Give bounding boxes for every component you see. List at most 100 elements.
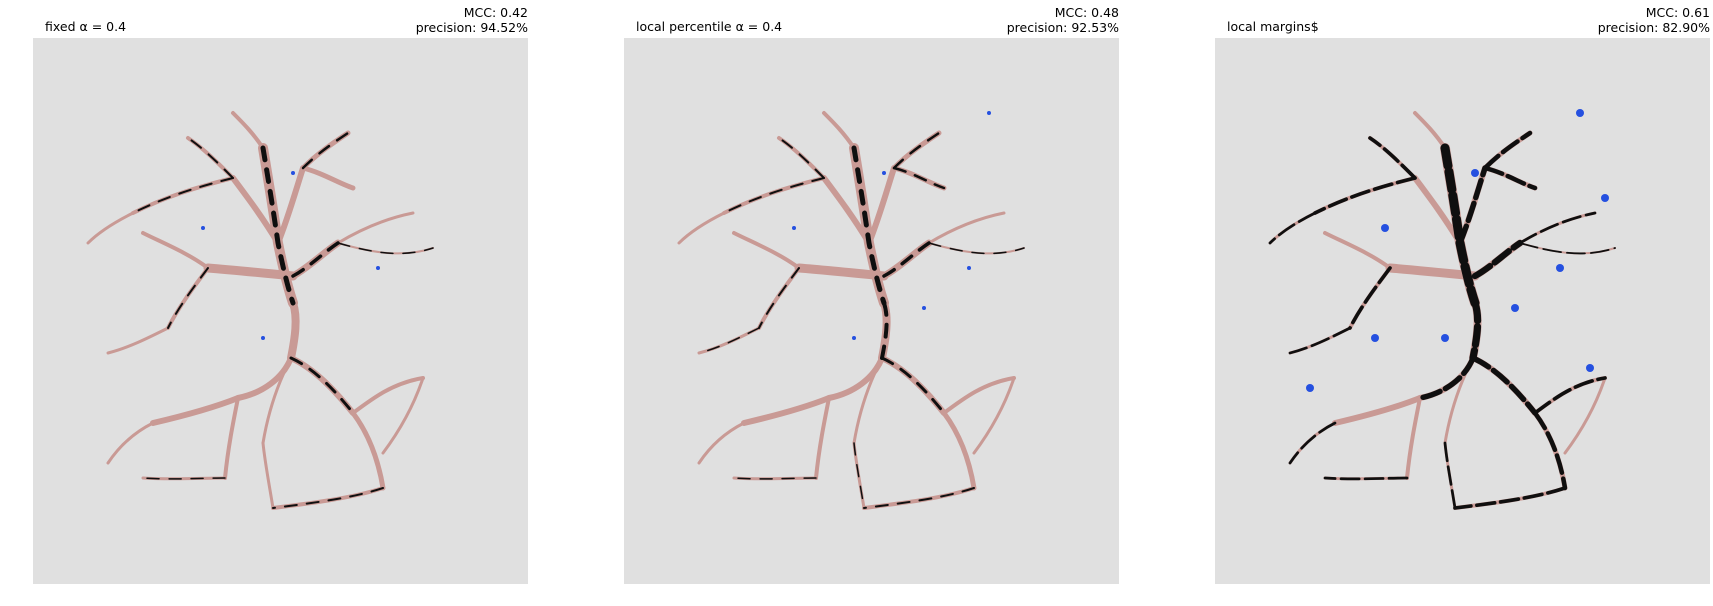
detected-segment bbox=[1313, 176, 1417, 215]
detected-segment bbox=[863, 487, 975, 509]
detected-segment bbox=[851, 145, 887, 306]
segmentation-image bbox=[1215, 38, 1710, 584]
vessel-branch bbox=[275, 165, 306, 246]
false-positive-blob bbox=[291, 171, 295, 175]
detected-segment bbox=[301, 131, 350, 170]
detected-segment bbox=[291, 241, 340, 278]
detected-segment bbox=[1443, 441, 1457, 510]
detected-segment bbox=[1268, 211, 1317, 245]
detected-segment bbox=[882, 241, 931, 278]
mcc-label: MCC: 0.48 bbox=[1054, 5, 1119, 20]
detected-segment bbox=[1518, 211, 1597, 245]
false-positive-blob bbox=[882, 171, 886, 175]
detected-segment bbox=[1348, 266, 1392, 330]
false-positive-blob bbox=[376, 266, 380, 270]
vessel-branch bbox=[794, 263, 889, 281]
image-background bbox=[1215, 38, 1710, 584]
vessel-branch bbox=[287, 299, 300, 362]
precision-label: precision: 94.52% bbox=[415, 20, 528, 35]
detected-segment bbox=[260, 145, 296, 306]
detected-segment bbox=[132, 177, 234, 214]
vessel-svg bbox=[624, 38, 1119, 584]
vessel-branch bbox=[942, 376, 1016, 415]
detected-segment bbox=[1482, 130, 1533, 171]
detected-segment bbox=[167, 267, 209, 329]
false-positive-blob bbox=[792, 226, 796, 230]
vessel-branch bbox=[972, 376, 1016, 455]
image-background bbox=[33, 38, 528, 584]
detected-segment bbox=[1323, 476, 1409, 481]
detected-segment bbox=[928, 242, 1025, 255]
vessel-branch bbox=[261, 441, 275, 510]
vessel-branch bbox=[866, 165, 897, 246]
precision-label: precision: 92.53% bbox=[1006, 20, 1119, 35]
detected-segment bbox=[853, 442, 865, 509]
detected-segment bbox=[1368, 136, 1417, 180]
detected-segment bbox=[1533, 376, 1607, 415]
vessel-branch bbox=[381, 376, 425, 455]
vessel-branch bbox=[231, 111, 265, 150]
vessel-branch bbox=[223, 396, 240, 480]
detected-segment bbox=[1288, 326, 1352, 355]
detected-segment bbox=[1453, 486, 1567, 510]
vessel-branch bbox=[852, 356, 884, 445]
panel-metrics: MCC: 0.48 precision: 92.53% bbox=[1007, 5, 1119, 35]
false-positive-blob bbox=[1576, 109, 1584, 117]
vessel-branch bbox=[141, 231, 210, 270]
detected-segment bbox=[880, 356, 946, 415]
false-positive-blob bbox=[1586, 364, 1594, 372]
detected-segment bbox=[1471, 239, 1524, 280]
mcc-label: MCC: 0.61 bbox=[1645, 5, 1710, 20]
detected-segment bbox=[187, 137, 234, 179]
detected-segment bbox=[1469, 299, 1482, 362]
panel-title: fixed α = 0.4 bbox=[45, 19, 127, 34]
false-positive-blob bbox=[852, 336, 856, 340]
vessel-branch bbox=[1323, 231, 1392, 270]
vessel-branch bbox=[814, 396, 831, 480]
panel-metrics: MCC: 0.42 precision: 94.52% bbox=[416, 5, 528, 35]
false-positive-blob bbox=[922, 306, 926, 310]
false-positive-blob bbox=[1601, 194, 1609, 202]
false-positive-blob bbox=[1556, 264, 1564, 272]
panel-local-percentile: local percentile α = 0.4 MCC: 0.48 preci… bbox=[624, 0, 1119, 606]
vessel-branch bbox=[351, 376, 425, 415]
detected-segment bbox=[1417, 355, 1476, 401]
detected-segment bbox=[142, 477, 226, 480]
vessel-branch bbox=[86, 211, 135, 245]
detected-segment bbox=[723, 177, 825, 214]
detected-segment bbox=[337, 242, 434, 255]
vessel-branch bbox=[677, 211, 726, 245]
panel-local-margins: local margins$ MCC: 0.61 precision: 82.9… bbox=[1215, 0, 1710, 606]
false-positive-blob bbox=[1381, 224, 1389, 232]
vessel-branch bbox=[822, 111, 856, 150]
false-positive-blob bbox=[1371, 334, 1379, 342]
false-positive-blob bbox=[1471, 169, 1479, 177]
panel-fixed: fixed α = 0.4 MCC: 0.42 precision: 94.52… bbox=[33, 0, 528, 606]
detected-segment bbox=[778, 137, 825, 179]
vessel-svg bbox=[33, 38, 528, 584]
panel-title: local percentile α = 0.4 bbox=[636, 19, 783, 34]
detected-segment bbox=[880, 301, 889, 360]
detected-segment bbox=[1532, 410, 1568, 491]
vessel-branch bbox=[230, 175, 281, 246]
vessel-branch bbox=[732, 231, 801, 270]
detected-segment bbox=[1482, 165, 1538, 191]
vessel-branch bbox=[1563, 376, 1607, 455]
detected-segment bbox=[1457, 165, 1488, 246]
vessel-branch bbox=[697, 421, 746, 465]
detected-segment bbox=[758, 267, 800, 329]
vessel-branch bbox=[350, 410, 386, 491]
mcc-label: MCC: 0.42 bbox=[463, 5, 528, 20]
panel-title: local margins$ bbox=[1227, 19, 1319, 34]
vessel-branch bbox=[741, 395, 832, 426]
image-background bbox=[624, 38, 1119, 584]
false-positive-blob bbox=[1306, 384, 1314, 392]
precision-label: precision: 82.90% bbox=[1597, 20, 1710, 35]
vessel-branch bbox=[150, 395, 241, 426]
segmentation-image bbox=[624, 38, 1119, 584]
vessel-branch bbox=[821, 175, 872, 246]
vessel-branch bbox=[106, 421, 155, 465]
vessel-branch bbox=[941, 410, 977, 491]
vessel-svg bbox=[1215, 38, 1710, 584]
false-positive-blob bbox=[967, 266, 971, 270]
